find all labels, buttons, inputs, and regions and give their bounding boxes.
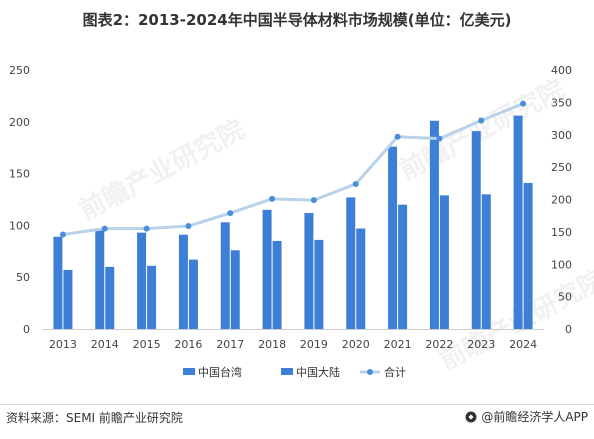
y-right-tick-label: 400 <box>551 64 572 77</box>
y-right-tick-label: 200 <box>551 194 572 207</box>
bar-mainland <box>481 194 491 329</box>
x-tick-label: 2014 <box>91 338 119 351</box>
chart: 0 50 100 150 200 250 0 50 100 150 200 250 300 350 400… <box>9 64 572 379</box>
total-point <box>185 223 192 230</box>
legend-mainland-label: 中国大陆 <box>296 365 340 379</box>
bar-taiwan <box>137 232 147 329</box>
x-axis-labels: 2013 2014 2015 2016 2017 2018 2019 2020 2021 2022… <box>49 338 537 351</box>
y-left-tick-label: 250 <box>9 64 30 77</box>
brand-logo-icon <box>465 411 477 422</box>
legend-total-label: 合计 <box>384 365 406 379</box>
bar-mainland <box>188 259 198 329</box>
footer-divider <box>0 404 594 405</box>
bar-taiwan <box>262 209 272 329</box>
total-point <box>310 197 317 204</box>
y-right-tick-label: 350 <box>551 96 572 109</box>
total-point <box>352 180 359 187</box>
page-title: 图表2：2013-2024年中国半导体材料市场规模(单位：亿美元) <box>82 11 512 29</box>
x-tick-label: 2021 <box>384 338 412 351</box>
bar-taiwan <box>471 131 481 329</box>
x-tick-label: 2018 <box>258 338 286 351</box>
bar-mainland <box>230 250 240 329</box>
total-point <box>478 117 485 124</box>
x-tick-label: 2016 <box>174 338 202 351</box>
bar-mainland <box>439 195 449 329</box>
x-tick-label: 2022 <box>425 338 453 351</box>
total-point <box>59 231 66 238</box>
y-right-tick-label: 100 <box>551 258 572 271</box>
y-right-tick-label: 300 <box>551 129 572 142</box>
y-right-tick-label: 250 <box>551 161 572 174</box>
y-left-tick-label: 100 <box>9 219 30 232</box>
legend-taiwan-label: 中国台湾 <box>198 365 242 379</box>
bar-taiwan <box>429 120 439 329</box>
bar-taiwan <box>304 212 314 329</box>
y-right-tick-label: 150 <box>551 226 572 239</box>
brand: @前瞻经济学人APP <box>465 408 588 425</box>
bar-mainland <box>523 182 533 329</box>
bar-taiwan <box>388 146 398 329</box>
x-tick-label: 2020 <box>342 338 370 351</box>
bar-mainland <box>356 228 366 329</box>
bar-mainland <box>147 265 157 329</box>
total-point <box>520 100 527 107</box>
total-point <box>227 210 234 217</box>
legend: 中国台湾 中国大陆 合计 <box>183 365 406 379</box>
bar-taiwan <box>53 236 63 329</box>
x-tick-label: 2024 <box>509 338 537 351</box>
bar-mainland <box>314 239 324 329</box>
bar-mainland <box>272 240 282 329</box>
x-tick-label: 2019 <box>300 338 328 351</box>
total-line <box>59 100 527 238</box>
x-tick-label: 2015 <box>133 338 161 351</box>
total-point <box>269 195 276 202</box>
x-tick-label: 2013 <box>49 338 77 351</box>
y-axis-left: 0 50 100 150 200 250 <box>9 64 30 336</box>
x-tick-label: 2017 <box>216 338 244 351</box>
bar-mainland <box>398 204 408 329</box>
bar-taiwan <box>95 230 105 329</box>
x-tick-label: 2023 <box>467 338 495 351</box>
y-left-tick-label: 200 <box>9 116 30 129</box>
source-note: 资料来源：SEMI 前瞻产业研究院 <box>6 411 183 425</box>
bar-taiwan <box>346 197 356 329</box>
total-point <box>394 133 401 140</box>
total-line-path <box>62 102 524 236</box>
total-point <box>436 135 443 142</box>
legend-taiwan-swatch <box>183 368 195 375</box>
bar-mainland <box>105 266 115 329</box>
bar-taiwan <box>220 222 230 329</box>
bars <box>53 115 533 329</box>
total-point <box>143 225 150 232</box>
y-right-tick-label: 50 <box>558 291 572 304</box>
y-left-tick-label: 150 <box>9 168 30 181</box>
total-point <box>101 225 108 232</box>
y-left-tick-label: 50 <box>16 271 30 284</box>
bar-taiwan <box>513 115 523 329</box>
legend-total-marker <box>367 369 373 375</box>
bar-mainland <box>63 269 73 329</box>
brand-text: @前瞻经济学人APP <box>481 410 588 424</box>
y-right-tick-label: 0 <box>565 323 572 336</box>
legend-mainland-swatch <box>281 368 293 375</box>
y-axis-right: 0 50 100 150 200 250 300 350 400 <box>551 64 572 336</box>
y-left-tick-label: 0 <box>23 323 30 336</box>
bar-taiwan <box>178 234 188 329</box>
